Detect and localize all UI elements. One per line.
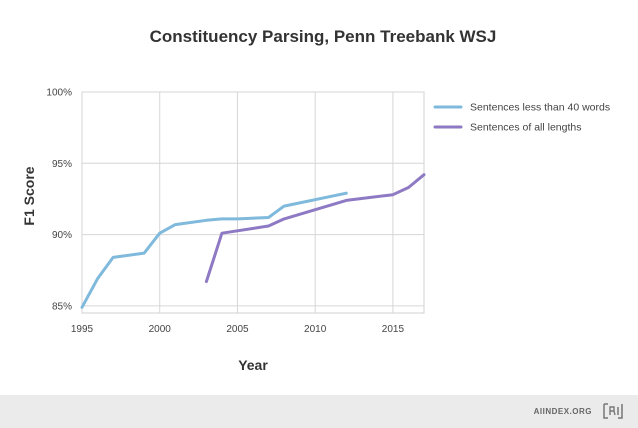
x-tick-label: 2005 (226, 324, 249, 335)
chart-card: Constituency Parsing, Penn Treebank WSJ … (0, 0, 638, 395)
legend: Sentences less than 40 words Sentences of… (433, 102, 610, 134)
legend-label: Sentences of all lengths (470, 122, 582, 134)
footer-bar: AIINDEX.ORG (0, 395, 638, 428)
x-axis-ticks: 1995 2000 2005 2010 2015 (71, 324, 405, 335)
chart-title: Constituency Parsing, Penn Treebank WSJ (150, 27, 497, 46)
legend-label: Sentences less than 40 words (470, 102, 610, 114)
grid (81, 91, 425, 314)
ai-index-logo-icon (603, 403, 623, 419)
series-lines (80, 173, 426, 309)
x-tick-label: 2000 (149, 324, 172, 335)
x-tick-label: 2015 (382, 324, 405, 335)
x-axis-label: Year (238, 357, 268, 373)
line-chart: Constituency Parsing, Penn Treebank WSJ … (21, 27, 610, 373)
footer-site-label: AIINDEX.ORG (533, 407, 592, 416)
y-tick-label: 100% (46, 88, 72, 99)
y-axis-ticks: 85% 90% 95% 100% (46, 88, 72, 313)
series-line (204, 173, 426, 284)
x-tick-label: 1995 (71, 324, 94, 335)
y-tick-label: 90% (52, 230, 72, 241)
series-line (80, 191, 348, 309)
x-tick-label: 2010 (304, 324, 327, 335)
plot-frame (81, 91, 425, 314)
y-axis-label: F1 Score (21, 166, 37, 225)
y-tick-label: 85% (52, 301, 72, 312)
y-tick-label: 95% (52, 159, 72, 170)
